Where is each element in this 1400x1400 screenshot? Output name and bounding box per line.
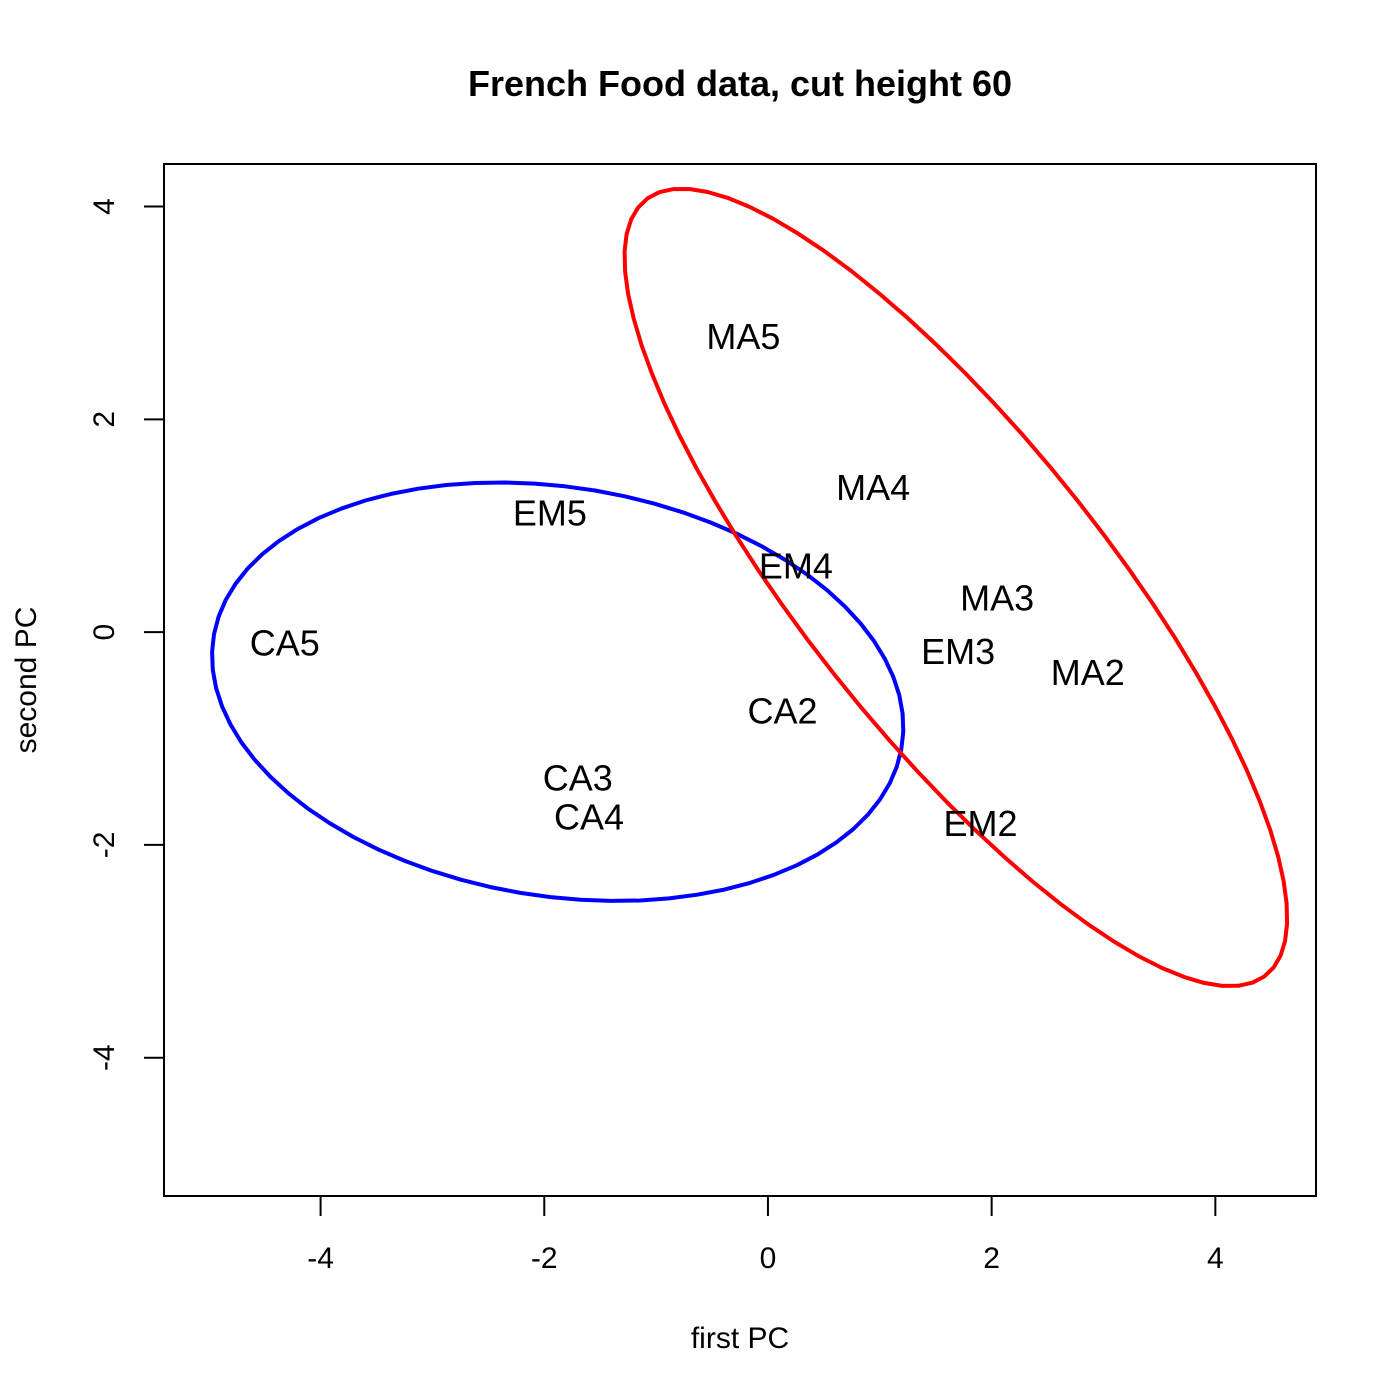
plot-frame (163, 163, 1317, 1197)
point-label-em2: EM2 (943, 803, 1017, 844)
point-label-ma3: MA3 (960, 578, 1034, 619)
point-label-ma2: MA2 (1051, 652, 1125, 693)
x-axis-label: first PC (691, 1322, 789, 1355)
y-tick-label: -2 (88, 832, 121, 859)
y-tick-label: -4 (88, 1044, 121, 1071)
cluster-ellipse-2 (622, 187, 1290, 988)
cluster-ellipses (210, 187, 1290, 988)
point-label-ca4: CA4 (554, 797, 624, 838)
x-tick-label: 2 (983, 1242, 1000, 1275)
point-label-ca2: CA2 (747, 690, 817, 731)
y-axis-label: second PC (10, 607, 43, 754)
point-label-ca5: CA5 (250, 622, 320, 663)
y-tick-label: 0 (88, 624, 121, 641)
y-tick-label: 2 (88, 411, 121, 428)
x-tick-label: -4 (307, 1242, 334, 1275)
point-label-em5: EM5 (513, 493, 587, 534)
y-axis: -4 -2 0 2 4 (88, 198, 164, 1071)
x-tick-label: 4 (1207, 1242, 1224, 1275)
point-label-em3: EM3 (921, 631, 995, 672)
y-tick-label: 4 (88, 198, 121, 215)
point-label-ca3: CA3 (543, 757, 613, 798)
cluster-ellipse-1 (210, 480, 906, 903)
point-label-ma4: MA4 (836, 467, 910, 508)
point-label-ma5: MA5 (706, 316, 780, 357)
x-axis: -4 -2 0 2 4 (307, 1196, 1224, 1275)
chart-title: French Food data, cut height 60 (468, 63, 1012, 104)
point-label-em4: EM4 (759, 546, 833, 587)
x-tick-label: -2 (531, 1242, 558, 1275)
x-tick-label: 0 (760, 1242, 777, 1275)
